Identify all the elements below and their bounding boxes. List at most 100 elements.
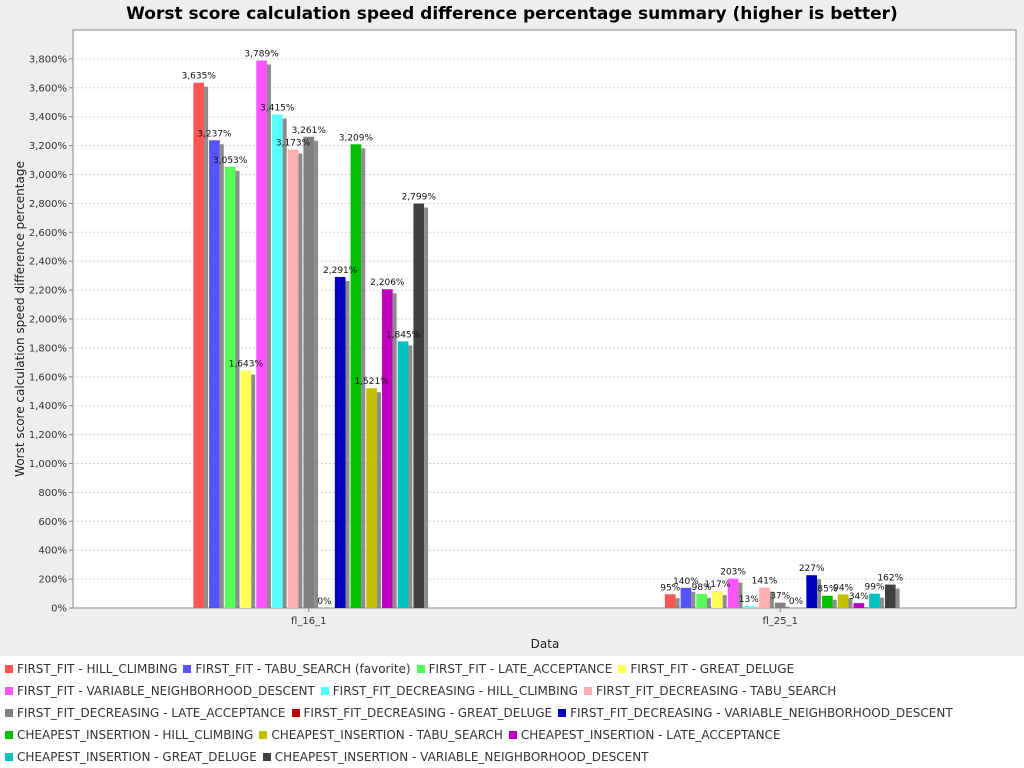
bar (822, 595, 833, 608)
y-tick-label: 3,600% (29, 83, 67, 94)
bar-shadow (376, 392, 381, 608)
data-label: 1,845% (386, 330, 421, 340)
bar-shadow (879, 597, 884, 608)
bar-shadow (817, 579, 822, 608)
bar (350, 144, 362, 608)
legend-swatch (558, 709, 567, 717)
bar-shadow (204, 86, 209, 609)
legend-swatch (416, 665, 425, 673)
data-label: 2,799% (402, 193, 437, 203)
data-label: 3,173% (276, 139, 311, 149)
legend-item: CHEAPEST_INSERTION - HILL_CLIMBING (5, 724, 253, 746)
y-tick-label: 2,200% (29, 286, 67, 297)
x-axis-label: Data (531, 637, 560, 651)
data-label: 2,206% (370, 278, 405, 288)
y-tick-label: 400% (38, 546, 67, 557)
bar (837, 594, 849, 608)
data-label: 3,415% (260, 104, 295, 114)
legend-label: FIRST_FIT - LATE_ACCEPTANCE (428, 662, 613, 676)
y-tick-label: 200% (38, 575, 67, 586)
y-tick-label: 2,800% (29, 199, 67, 210)
legend-swatch (183, 665, 192, 673)
bar (680, 587, 692, 608)
y-tick-label: 2,600% (29, 228, 67, 239)
y-axis-ticks: 0% 200% 400% 600% 800% 1,000% 1,200% 1,400% 1,60… (29, 54, 73, 615)
legend-swatch (320, 687, 329, 695)
x-tick-label: fl_25_1 (763, 616, 798, 627)
data-label: 37% (770, 592, 790, 602)
legend-swatch (5, 753, 13, 761)
legend-label: CHEAPEST_INSERTION - HILL_CLIMBING (17, 728, 254, 742)
legend-item: FIRST_FIT_DECREASING - LATE_ACCEPTANCE (5, 702, 286, 724)
y-tick-label: 1,400% (29, 401, 67, 412)
data-label: 85% (817, 585, 837, 595)
y-tick-label: 800% (38, 488, 67, 499)
data-label: 1,521% (354, 377, 389, 387)
legend-swatch (583, 687, 592, 695)
bar (209, 140, 220, 609)
data-label: 3,635% (182, 72, 217, 82)
bar-shadow (314, 140, 319, 608)
legend-row: FIRST_FIT - VARIABLE_NEIGHBORHOOD_DESCEN… (5, 680, 1024, 702)
y-tick-label: 3,200% (29, 141, 67, 152)
bar-shadow (424, 207, 429, 608)
legend-item: FIRST_FIT - HILL_CLIMBING (5, 658, 177, 680)
data-label: 34% (849, 592, 869, 602)
bar (240, 370, 252, 608)
y-tick-label: 3,800% (29, 54, 67, 65)
data-labels: 3,635% 3,237% 3,053% 1,643% 3,789% 3,415% 3,17… (182, 49, 904, 607)
legend-label: FIRST_FIT_DECREASING - HILL_CLIMBING (332, 684, 578, 698)
bar (696, 593, 708, 608)
legend-item: FIRST_FIT_DECREASING - HILL_CLIMBING (320, 680, 578, 702)
y-tick-label: 3,000% (29, 170, 67, 181)
data-label: 98% (692, 583, 712, 593)
legend-label: CHEAPEST_INSERTION - GREAT_DELUGE (17, 750, 257, 764)
legend-label: FIRST_FIT_DECREASING - LATE_ACCEPTANCE (17, 706, 286, 720)
data-label: 140% (673, 577, 699, 587)
y-tick-label: 0% (51, 604, 67, 615)
bar (774, 602, 786, 608)
legend-swatch (5, 731, 13, 739)
y-tick-label: 1,000% (29, 459, 67, 470)
bar (664, 594, 676, 608)
legend-item: CHEAPEST_INSERTION - TABU_SEARCH (259, 724, 503, 746)
legend-label: FIRST_FIT - HILL_CLIMBING (17, 662, 178, 676)
legend-label: FIRST_FIT_DECREASING - VARIABLE_NEIGHBOR… (570, 706, 953, 720)
bar (271, 114, 283, 608)
data-label: 0% (317, 597, 332, 607)
data-label: 117% (705, 580, 731, 590)
bar-shadow (266, 64, 271, 608)
bar-shadow (251, 374, 256, 608)
data-label: 0% (789, 597, 804, 607)
legend-label: FIRST_FIT_DECREASING - TABU_SEARCH (595, 684, 837, 698)
data-label: 1,643% (229, 360, 264, 370)
legend-swatch (5, 665, 13, 673)
bar-shadow (298, 153, 303, 608)
y-tick-label: 1,800% (29, 343, 67, 354)
legend-swatch (291, 709, 300, 717)
bar (256, 60, 267, 608)
data-label: 3,261% (292, 126, 327, 136)
legend-swatch (5, 709, 13, 717)
data-label: 3,209% (339, 133, 374, 143)
x-tick-label: fl_16_1 (291, 616, 326, 627)
bar (869, 593, 880, 608)
bar-shadow (864, 607, 869, 608)
y-tick-label: 2,400% (29, 257, 67, 268)
bar-shadow (235, 170, 240, 609)
legend-item: FIRST_FIT_DECREASING - TABU_SEARCH (583, 680, 837, 702)
y-tick-label: 600% (38, 517, 67, 528)
legend-row: FIRST_FIT - HILL_CLIMBING FIRST_FIT - TAB… (5, 658, 1024, 680)
data-label: 99% (865, 583, 885, 593)
bar (397, 341, 409, 608)
legend-swatch (508, 731, 517, 739)
x-axis-ticks: fl_16_1 fl_25_1 (291, 608, 798, 627)
legend-swatch (262, 753, 271, 761)
bar (413, 203, 425, 608)
legend-swatch (259, 731, 268, 739)
bar-shadow (832, 599, 837, 608)
data-label: 2,291% (323, 266, 358, 276)
legend-item: FIRST_FIT - TABU_SEARCH (favorite) (183, 658, 411, 680)
data-label: 95% (660, 583, 680, 593)
data-label: 203% (720, 568, 746, 578)
